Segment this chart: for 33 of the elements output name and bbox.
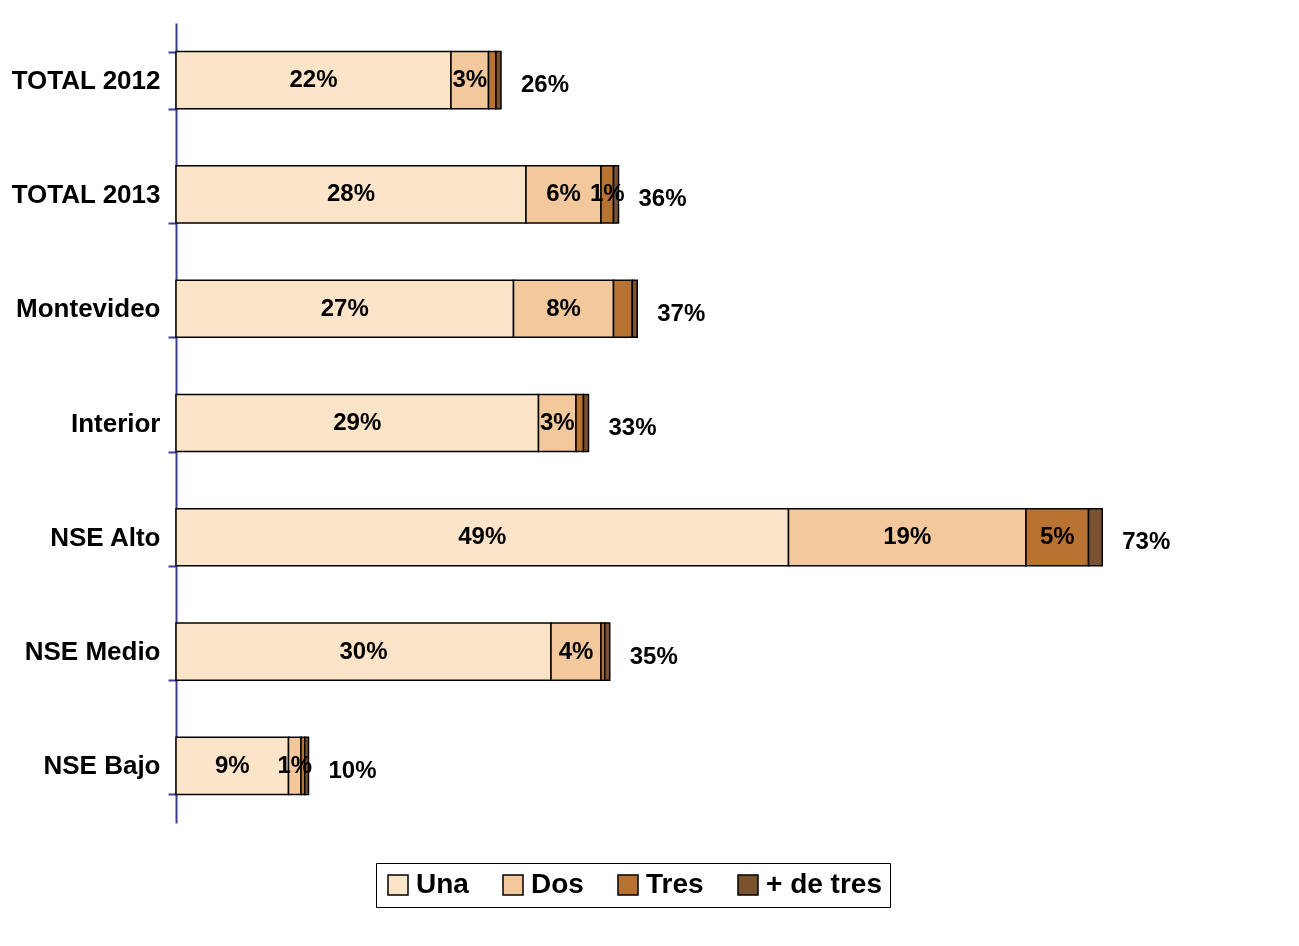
data-label: 30%	[339, 636, 388, 664]
data-label: 28%	[326, 179, 376, 207]
y-tick-label: Montevideo	[16, 293, 161, 324]
legend-label: Tres	[646, 868, 704, 899]
y-tick-label: NSE Alto	[50, 521, 161, 552]
y-tick-label: TOTAL 2013	[11, 178, 161, 209]
data-label: 3%	[452, 65, 488, 93]
total-label: 33%	[608, 413, 657, 440]
data-label: 29%	[333, 408, 382, 435]
total-label: 73%	[1122, 527, 1171, 555]
data-label: 5%	[1039, 522, 1075, 550]
data-label: 22%	[289, 65, 338, 93]
legend-label: + de tres	[766, 868, 882, 899]
y-tick-label: Interior	[70, 407, 161, 438]
total-label: 35%	[629, 641, 678, 669]
data-label: 4%	[558, 636, 594, 664]
data-label: 19%	[883, 522, 932, 550]
data-label: 49%	[458, 522, 507, 550]
total-label: 37%	[657, 298, 706, 326]
total-label: 26%	[521, 70, 570, 98]
data-label: 6%	[546, 179, 581, 207]
total-label: 10%	[328, 755, 377, 783]
y-tick-label: NSE Bajo	[43, 750, 161, 781]
legend-label: Dos	[531, 868, 584, 899]
data-label: 3%	[539, 408, 575, 435]
data-label: 9%	[214, 750, 250, 778]
data-label: 27%	[320, 293, 369, 321]
y-tick-label: NSE Medio	[24, 636, 161, 667]
data-label: 8%	[546, 293, 581, 321]
total-label: 36%	[638, 184, 687, 212]
y-tick-label: TOTAL 2012	[11, 64, 161, 95]
bar	[604, 622, 611, 681]
legend-label: Una	[416, 868, 470, 899]
